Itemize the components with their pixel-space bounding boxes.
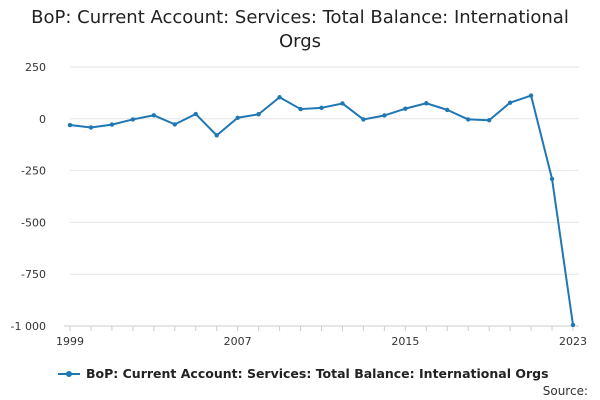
data-point [570,322,576,328]
data-point [88,125,94,130]
data-point [549,176,555,182]
x-tick-label: 2015 [391,335,419,348]
series-line [69,94,574,326]
legend-marker [66,370,72,377]
y-tick-label: -500 [21,216,46,229]
data-point [277,95,282,100]
legend-swatch [58,369,80,379]
data-point [235,115,240,120]
data-point [340,101,345,106]
x-tick-label: 1999 [56,335,84,348]
data-point [507,100,513,105]
source-label: Source: [542,384,588,398]
chart-title-line-2: Orgs [278,31,322,52]
data-point [445,107,450,113]
x-tick-label: 2007 [224,335,252,348]
data-point [130,117,136,122]
data-point [214,133,219,138]
x-axis: 1999 2007 2015 2023 [56,325,587,348]
data-point [151,113,157,118]
data-point [319,105,324,111]
data-point [528,93,534,98]
x-tick-label: 2023 [559,335,587,348]
grid-lines [70,66,579,327]
y-tick-label: -250 [21,165,46,178]
data-point [256,112,261,117]
data-point [486,118,492,123]
data-point [172,122,177,127]
data-point [193,111,198,117]
data-point [361,117,366,122]
data-point [382,113,387,118]
data-point [403,106,408,111]
chart-title: BoP: Current Account: Services: Total Ba… [0,6,600,54]
data-point [466,117,471,122]
y-axis: 250 0 -250 -500 -750 -1 000 [11,61,46,333]
legend: BoP: Current Account: Services: Total Ba… [58,366,549,381]
data-point [109,122,115,127]
data-point [298,106,303,112]
y-tick-label: 250 [25,61,46,74]
data-point [67,122,73,128]
y-tick-label: 0 [39,113,46,126]
series-group [67,93,576,328]
y-tick-label: -750 [21,268,46,281]
legend-label: BoP: Current Account: Services: Total Ba… [86,366,549,381]
chart-title-line-1: BoP: Current Account: Services: Total Ba… [31,7,569,28]
data-point [424,101,429,106]
y-tick-label: -1 000 [11,320,46,333]
